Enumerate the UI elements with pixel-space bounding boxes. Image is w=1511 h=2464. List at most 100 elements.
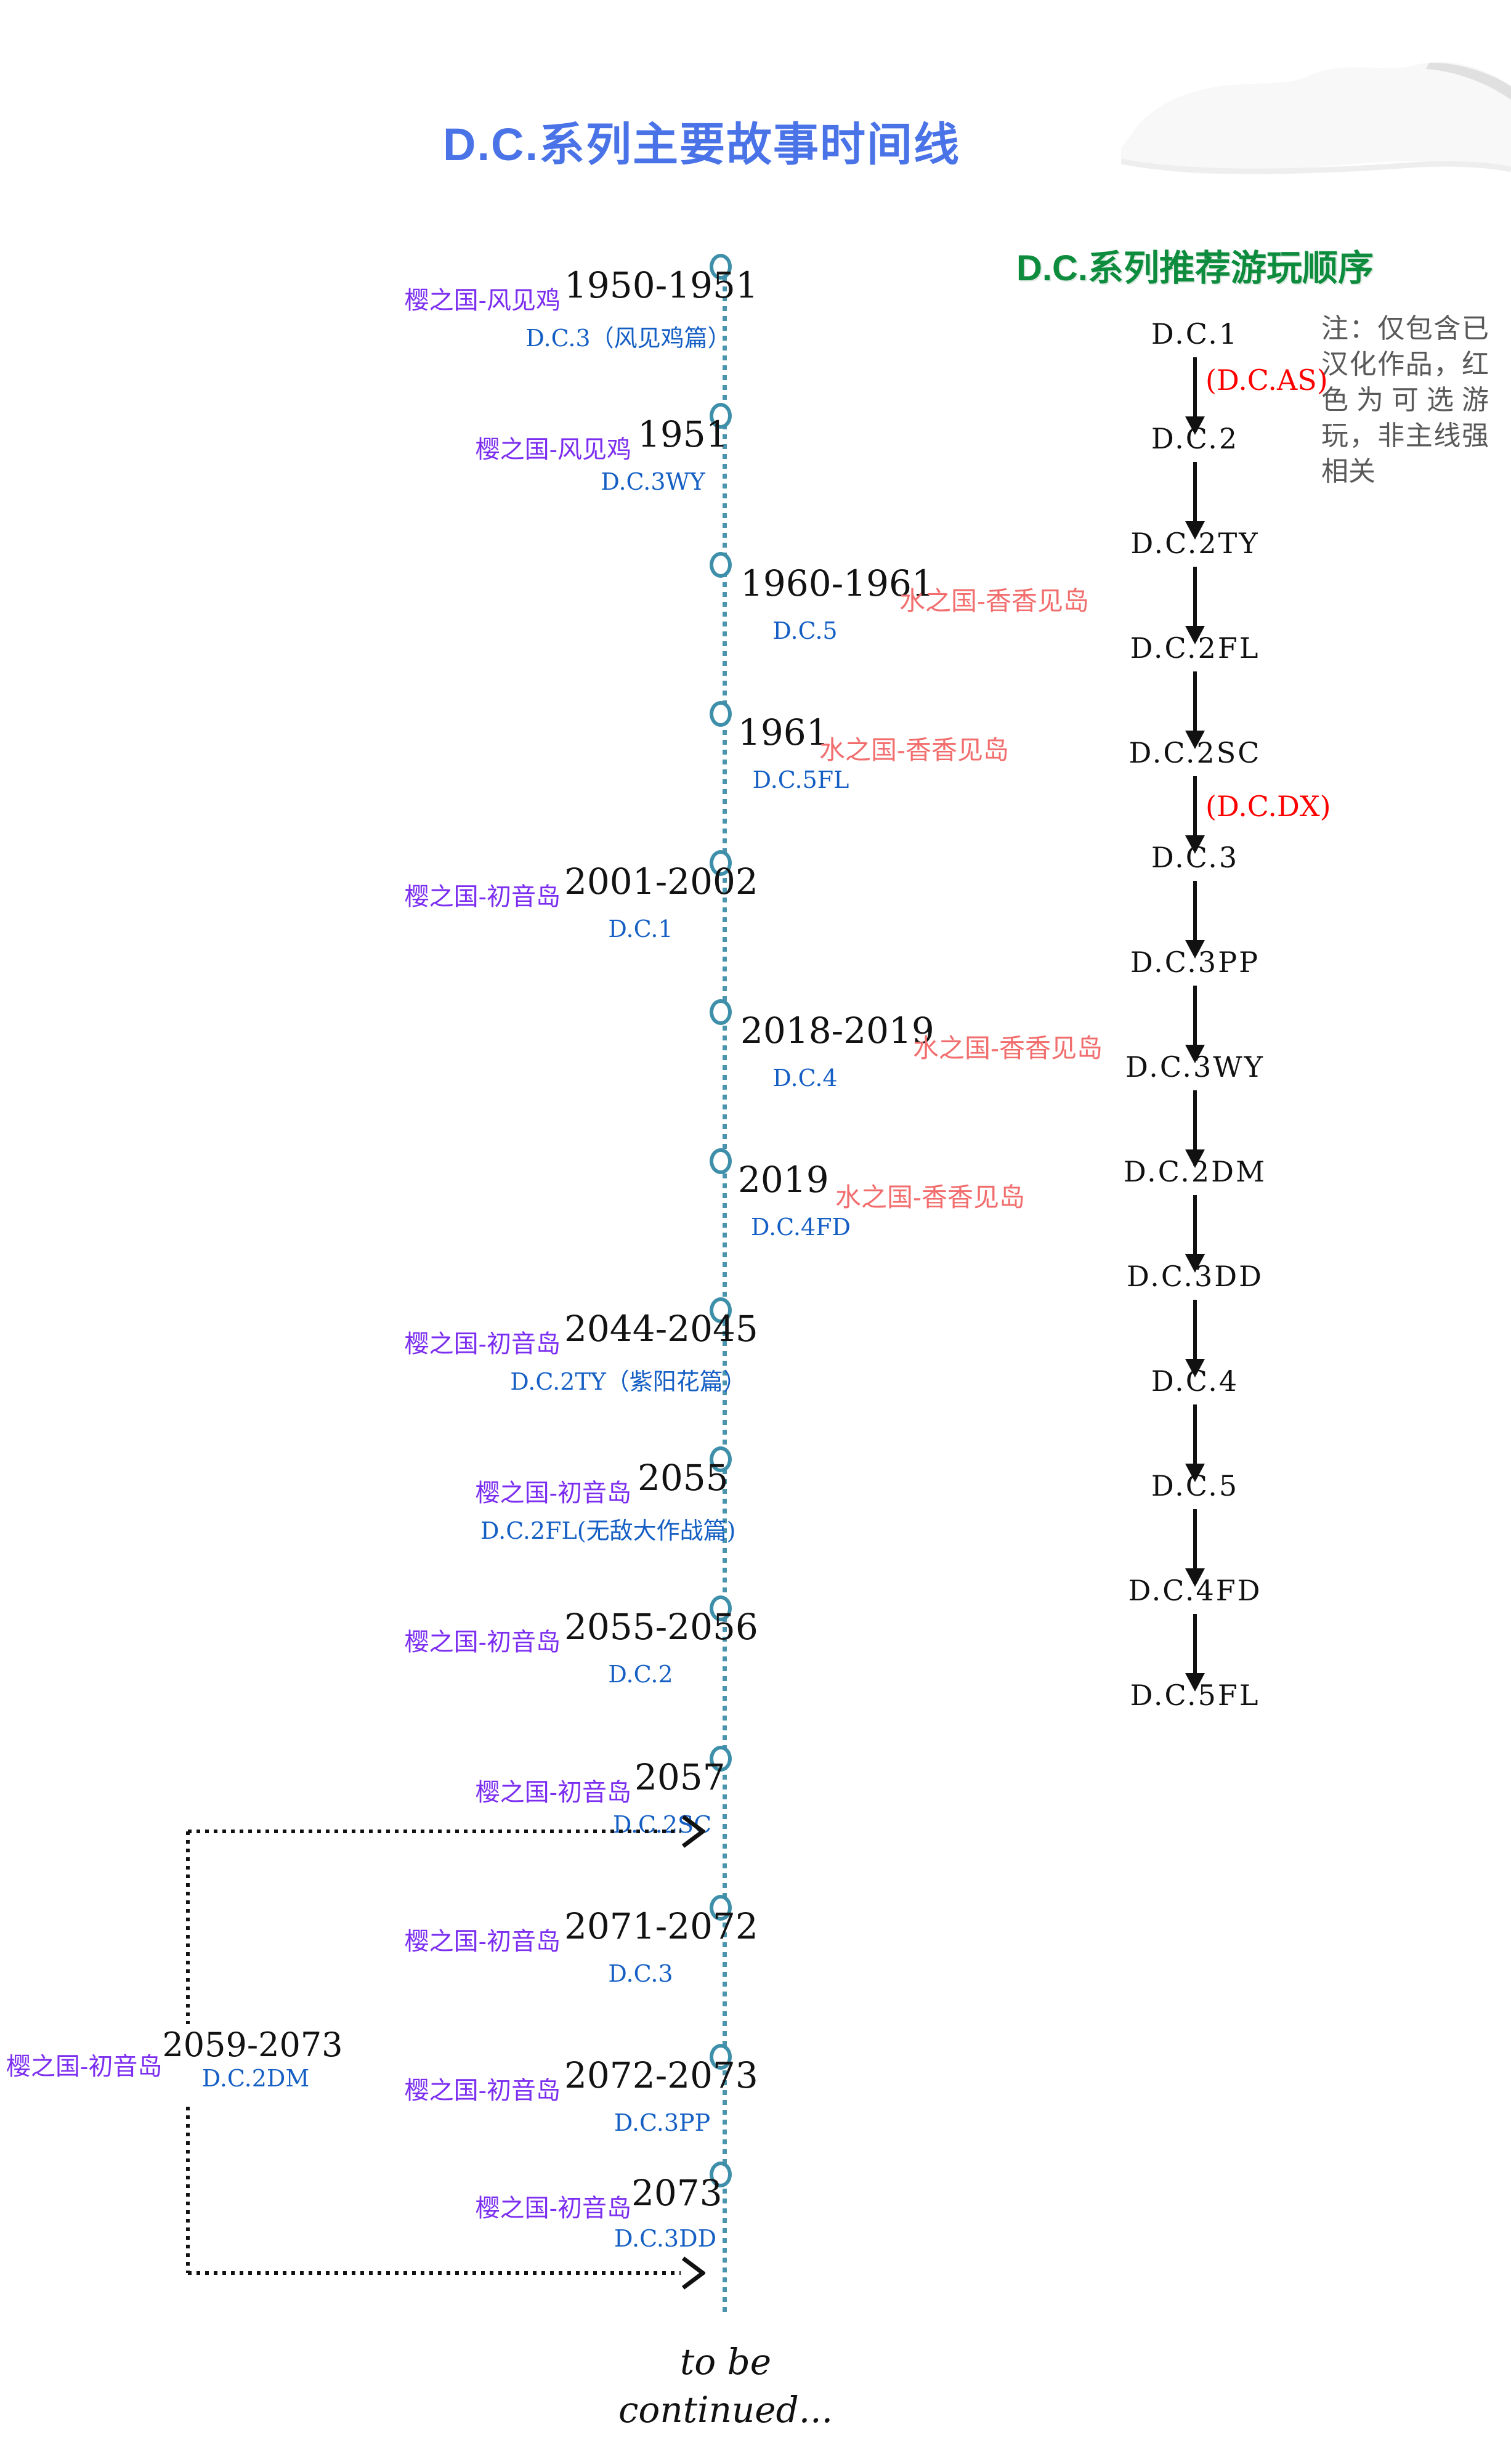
branch-bracket-upper — [186, 1831, 190, 2024]
entry-game: D.C.2SC — [612, 1811, 712, 1838]
timeline-node-1950 — [710, 254, 732, 280]
seq-item: D.C.2DM — [1123, 1155, 1267, 1188]
timeline-dotted-line — [723, 267, 727, 2316]
entry-years: 2018-2019 — [740, 1010, 934, 1052]
timeline-node-2071 — [710, 1895, 732, 1921]
timeline-node-1961 — [710, 701, 732, 727]
paper-swoosh-decoration — [1121, 62, 1511, 174]
entry-years: 2055 — [638, 1457, 729, 1499]
seq-arrow — [1185, 776, 1205, 854]
timeline-node-2055b — [710, 1595, 732, 1621]
seq-item: D.C.2TY — [1130, 527, 1260, 560]
page-title: D.C.系列主要故事时间线 — [443, 119, 960, 170]
seq-item: D.C.2SC — [1128, 736, 1262, 769]
branch-arrowhead-top — [681, 1815, 705, 1848]
seq-arrow — [1185, 462, 1205, 540]
entry-years: 1961 — [738, 711, 829, 753]
timeline-node-2055 — [710, 1446, 732, 1472]
entry-game: D.C.2 — [608, 1661, 673, 1688]
seq-item: D.C.3PP — [1130, 946, 1260, 979]
branch-arrowhead-bottom — [681, 2256, 705, 2290]
timeline-node-2044 — [710, 1297, 732, 1323]
entry-region: 水之国-香香见岛 — [913, 1034, 1103, 1063]
seq-item: D.C.1 — [1151, 317, 1239, 351]
entry-years: 2001-2002 — [564, 861, 758, 902]
seq-arrow — [1185, 1614, 1205, 1692]
optional-branch-label: (D.C.AS) — [1205, 363, 1328, 397]
seq-item: D.C.5FL — [1130, 1679, 1260, 1712]
branch-arrow-line-top — [188, 1830, 681, 1833]
seq-item: D.C.3 — [1151, 841, 1239, 874]
entry-years: 2057 — [634, 1756, 726, 1798]
entry-years: 1950-1951 — [564, 264, 758, 306]
entry-region: 樱之国-初音岛 — [404, 1928, 561, 1955]
entry-years: 1960-1961 — [740, 562, 934, 604]
seq-arrow — [1185, 357, 1205, 435]
entry-game: D.C.3PP — [614, 2109, 711, 2136]
timeline-node-2018 — [710, 999, 732, 1025]
entry-region: 樱之国-风见鸡 — [475, 436, 631, 463]
entry-years: 2073 — [631, 2172, 723, 2214]
seq-arrow — [1185, 881, 1205, 958]
branch-arrow-line-bottom — [188, 2271, 681, 2275]
seq-arrow — [1185, 1300, 1205, 1377]
seq-arrow — [1185, 1404, 1205, 1482]
seq-arrow — [1185, 1509, 1205, 1587]
entry-years: 2044-2045 — [564, 1308, 758, 1350]
entry-game: D.C.4FD — [750, 1214, 851, 1241]
seq-item: D.C.4FD — [1128, 1574, 1262, 1607]
seq-item: D.C.2 — [1151, 422, 1239, 455]
entry-region: 水之国-香香见岛 — [835, 1183, 1025, 1212]
entry-years: 2055-2056 — [564, 1606, 758, 1648]
entry-region: 樱之国-初音岛 — [404, 883, 561, 910]
entry-game: D.C.2TY（紫阳花篇） — [510, 1368, 747, 1395]
branch-game: D.C.2DM — [201, 2065, 310, 2092]
seq-arrow — [1185, 567, 1205, 644]
entry-game: D.C.4 — [772, 1064, 838, 1092]
entry-game: D.C.3WY — [601, 468, 705, 495]
entry-region: 樱之国-初音岛 — [404, 2077, 561, 2104]
seq-item: D.C.3WY — [1125, 1050, 1265, 1084]
entry-region: 樱之国-初音岛 — [404, 1331, 561, 1358]
seq-arrow — [1185, 1090, 1205, 1168]
entry-game: D.C.5 — [772, 617, 838, 644]
entry-region: 樱之国-初音岛 — [475, 1779, 631, 1806]
entry-game: D.C.3（风见鸡篇） — [525, 325, 731, 352]
optional-branch-label: (D.C.DX) — [1205, 790, 1331, 823]
seq-item: D.C.4 — [1151, 1364, 1239, 1398]
branch-years: 2059-2073 — [162, 2025, 343, 2064]
footer-to-be: to be — [679, 2341, 772, 2383]
branch-region: 樱之国-初音岛 — [6, 2053, 163, 2080]
timeline-node-2072 — [710, 2044, 732, 2070]
seq-item: D.C.2FL — [1130, 631, 1260, 665]
entry-region: 樱之国-初音岛 — [404, 1629, 561, 1656]
timeline-node-2001 — [710, 850, 732, 876]
entry-region: 水之国-香香见岛 — [899, 586, 1089, 615]
entry-region: 樱之国-风见鸡 — [404, 287, 561, 314]
footer-continued: continued... — [618, 2389, 833, 2431]
entry-region: 樱之国-初音岛 — [475, 2195, 631, 2222]
seq-item: D.C.3DD — [1126, 1260, 1264, 1293]
entry-game: D.C.1 — [608, 915, 673, 942]
timeline-node-1951 — [710, 403, 732, 429]
timeline-node-2057 — [710, 1746, 732, 1772]
entry-game: D.C.3DD — [614, 2225, 717, 2252]
entry-game: D.C.2FL(无敌大作战篇) — [480, 1517, 736, 1544]
entry-years: 2019 — [738, 1159, 829, 1201]
recommended-order-note: 注：仅包含已汉化作品，红色为可选游玩，非主线强相关 — [1321, 314, 1489, 487]
entry-region: 樱之国-初音岛 — [475, 1480, 631, 1507]
entry-years: 2072-2073 — [564, 2054, 758, 2096]
entry-game: D.C.3 — [608, 1960, 673, 1987]
timeline-node-1960 — [710, 552, 732, 578]
branch-bracket-lower — [186, 2107, 190, 2273]
entry-years: 2071-2072 — [564, 1905, 758, 1947]
seq-arrow — [1185, 671, 1205, 749]
seq-arrow — [1185, 986, 1205, 1063]
seq-item: D.C.5 — [1151, 1469, 1239, 1502]
entry-years: 1951 — [638, 413, 729, 455]
entry-game: D.C.5FL — [752, 766, 849, 793]
seq-arrow — [1185, 1195, 1205, 1273]
timeline-node-2019 — [710, 1148, 732, 1174]
timeline-node-2073 — [710, 2162, 732, 2187]
